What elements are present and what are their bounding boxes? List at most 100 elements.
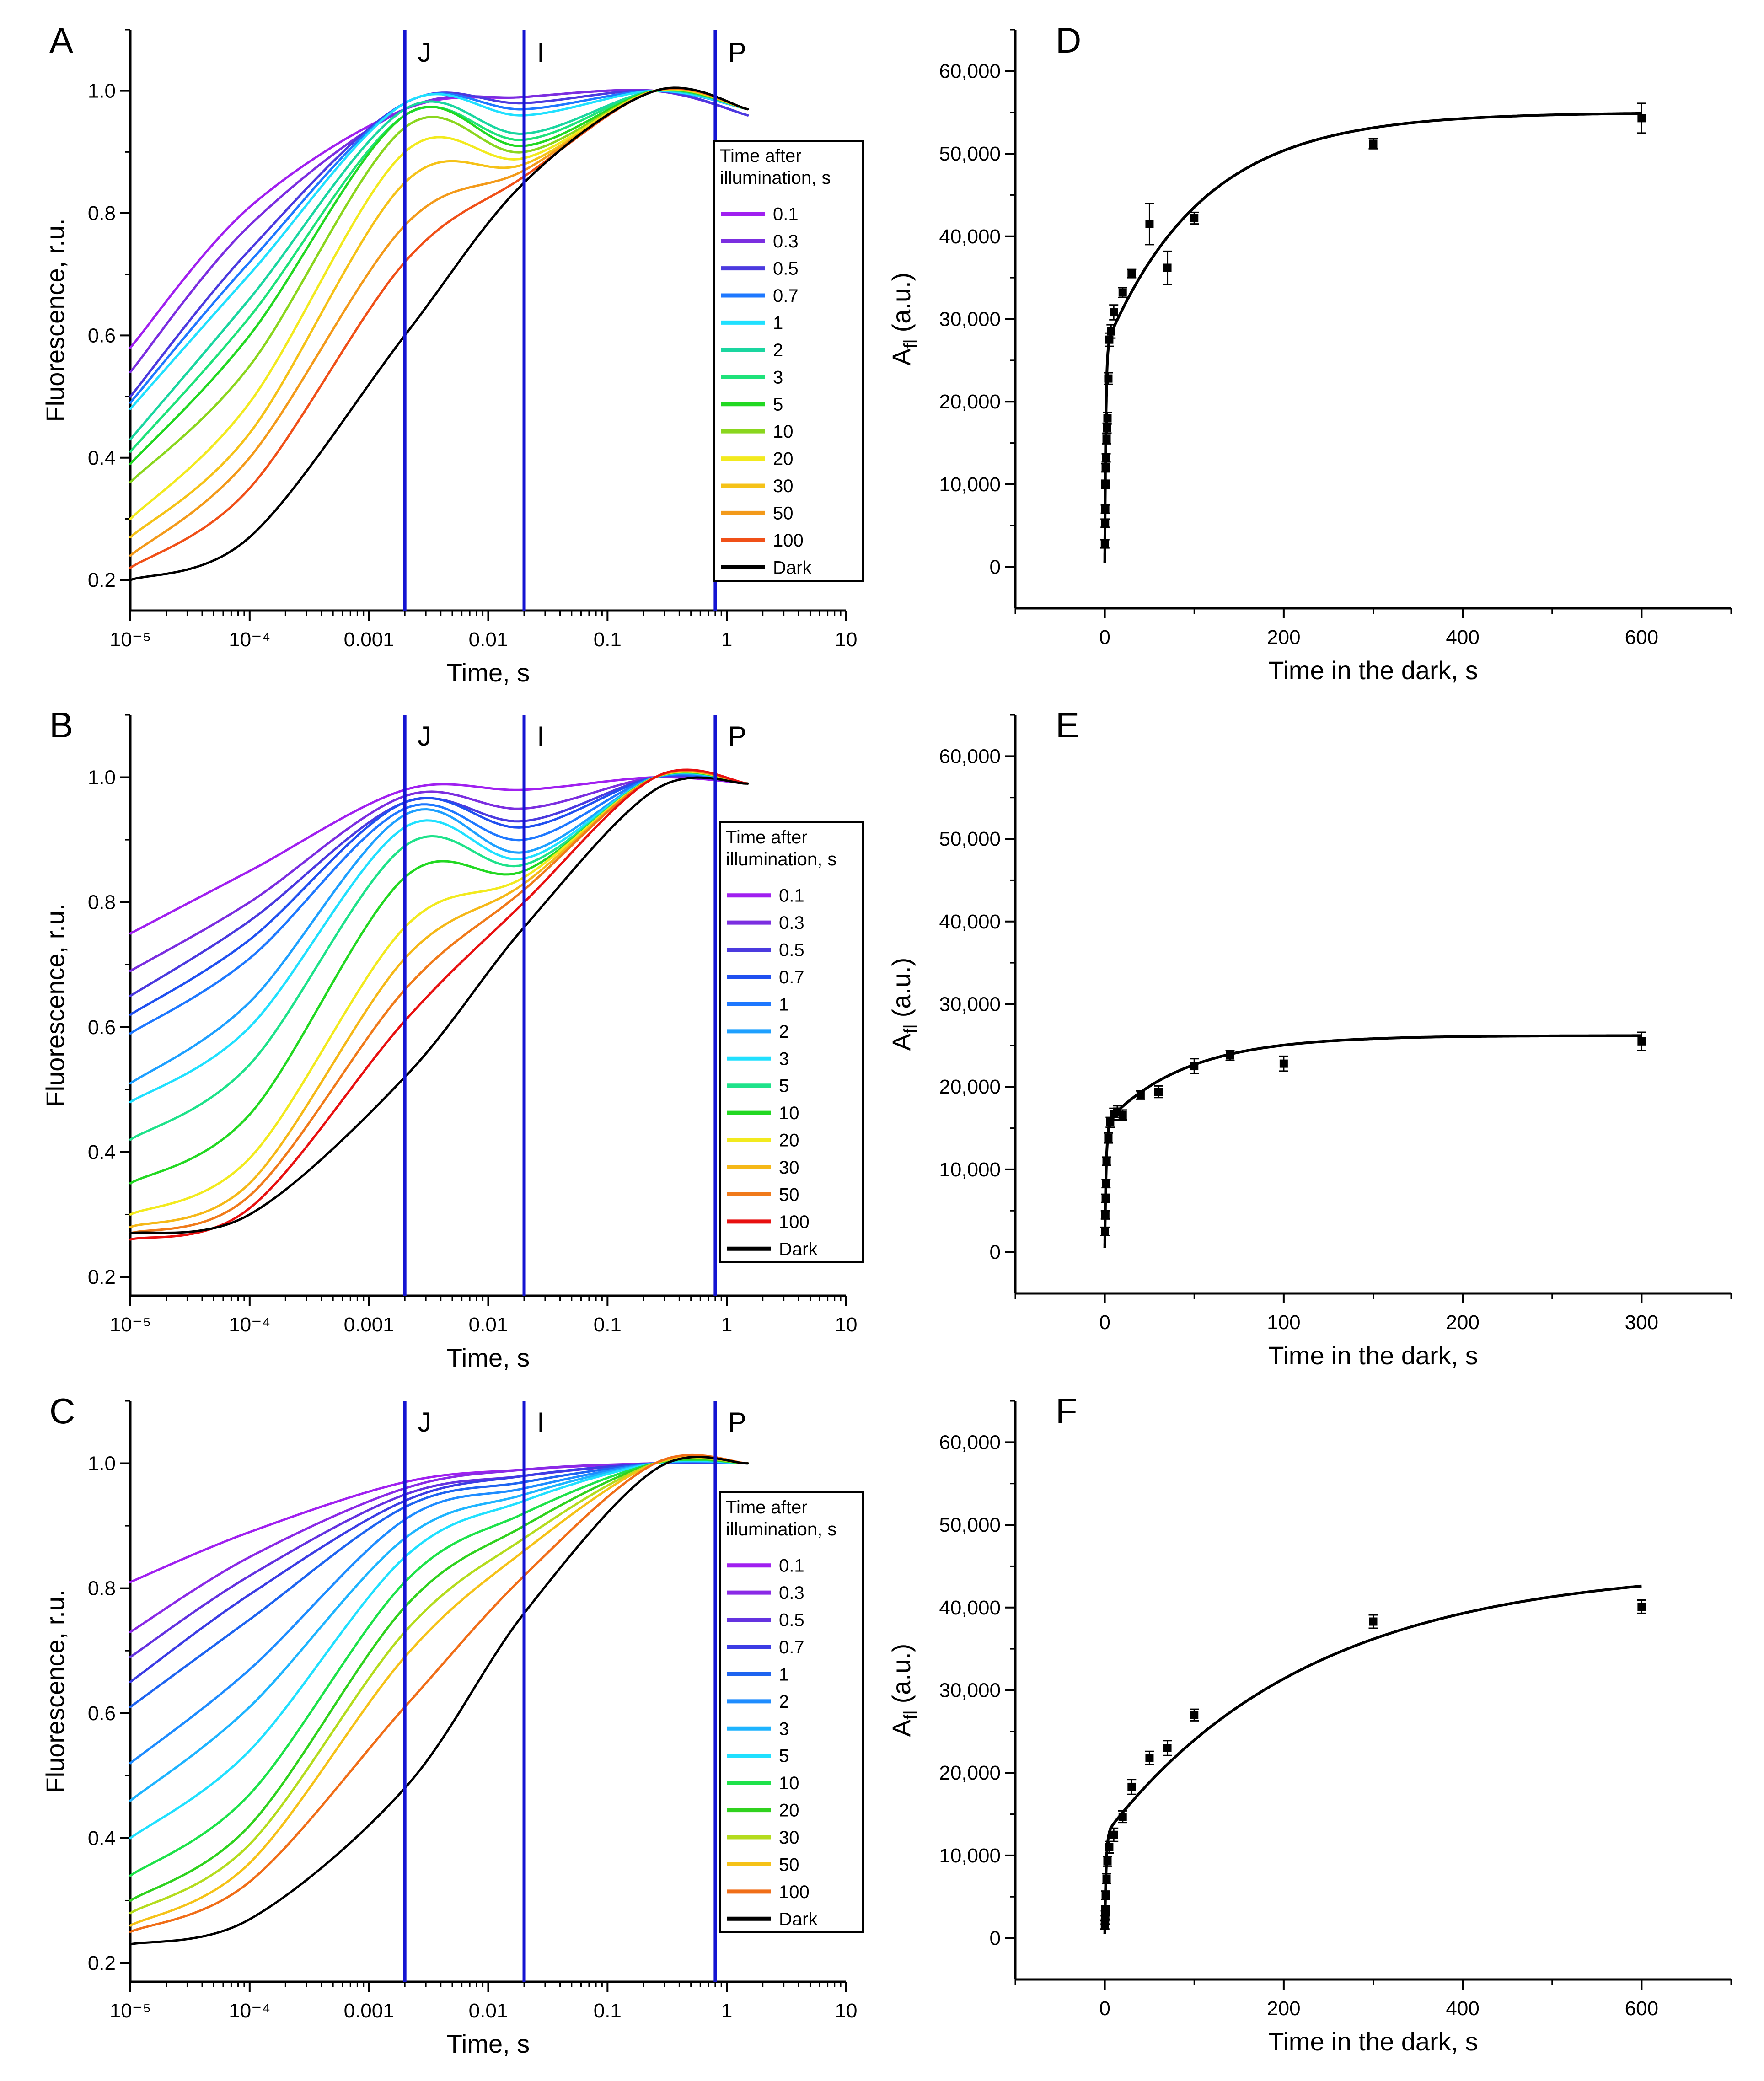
data-point: [1118, 1110, 1127, 1119]
x-axis-title: Time in the dark, s: [1268, 1341, 1478, 1370]
series-line-0.1: [129, 1462, 749, 1583]
y-tick-label: 30,000: [939, 308, 1001, 331]
x-tick-label: 1: [721, 1314, 732, 1336]
y-tick-label: 0.8: [88, 202, 116, 225]
phase-label-j: J: [418, 721, 431, 751]
x-tick-label: 10⁻⁴: [229, 2000, 270, 2022]
x-axis-title: Time, s: [447, 658, 530, 687]
legend-label-100: 100: [779, 1882, 810, 1902]
y-axis-title-unit: (a.u.): [887, 273, 916, 339]
legend-label-2: 2: [779, 1022, 789, 1042]
legend-label-0.5: 0.5: [779, 1610, 804, 1630]
y-axis-title: Afl (a.u.): [887, 958, 921, 1051]
x-tick-label: 100: [1267, 1311, 1300, 1334]
y-tick-label: 10,000: [939, 1845, 1001, 1867]
legend-label-0.1: 0.1: [779, 1556, 804, 1576]
legend-label-dark: Dark: [779, 1239, 818, 1259]
series-line-0.1: [129, 89, 749, 349]
legend-label-0.3: 0.3: [779, 1583, 804, 1603]
legend-title-line1: Time after: [726, 1497, 808, 1518]
data-point: [1369, 1617, 1378, 1626]
legend-label-100: 100: [773, 531, 804, 551]
series-line-0.1: [129, 776, 749, 935]
x-tick-label: 10⁻⁴: [229, 1314, 270, 1336]
legend-label-30: 30: [779, 1828, 799, 1848]
x-tick-label: 0.1: [594, 1314, 622, 1336]
series-line-30: [129, 770, 749, 1228]
y-tick-label: 10,000: [939, 473, 1001, 496]
legend-title-line2: illumination, s: [726, 1519, 836, 1539]
legend-label-3: 3: [779, 1719, 789, 1739]
y-tick-label: 1.0: [88, 767, 116, 789]
y-tick-label: 60,000: [939, 1431, 1001, 1453]
series-line-30: [129, 1456, 749, 1915]
data-point: [1102, 454, 1110, 462]
legend-label-50: 50: [779, 1185, 799, 1205]
y-axis-title: Afl (a.u.): [887, 273, 921, 366]
y-axis-title-subscript: fl: [901, 1711, 921, 1720]
y-axis-title-subscript: fl: [901, 339, 921, 349]
legend-label-dark: Dark: [779, 1909, 818, 1929]
x-tick-label: 10⁻⁵: [110, 2000, 151, 2022]
data-point: [1103, 424, 1111, 433]
data-point: [1190, 214, 1199, 223]
data-point: [1107, 327, 1115, 336]
legend-title-line1: Time after: [726, 827, 808, 847]
data-point: [1102, 434, 1111, 443]
data-point: [1102, 1874, 1111, 1883]
legend-title-line1: Time after: [720, 146, 802, 166]
data-point: [1104, 1134, 1113, 1142]
series-line-50: [129, 1455, 749, 1927]
x-tick-label: 10⁻⁵: [110, 628, 151, 651]
data-point: [1154, 1088, 1163, 1096]
data-point: [1190, 1711, 1199, 1719]
series-line-10: [129, 88, 749, 483]
data-point: [1101, 1194, 1110, 1203]
series-line-dark: [129, 86, 749, 581]
x-tick-label: 1: [721, 2000, 732, 2022]
y-tick-label: 10,000: [939, 1158, 1001, 1181]
panel-letter: D: [1056, 20, 1081, 60]
series-line-100: [129, 87, 749, 569]
data-point: [1136, 1091, 1145, 1099]
y-tick-label: 0: [990, 1241, 1001, 1264]
legend-label-10: 10: [779, 1773, 799, 1793]
y-axis-title: Fluorescence, r.u.: [41, 218, 70, 422]
y-tick-label: 0.4: [88, 1827, 116, 1850]
x-tick-label: 0.01: [469, 1314, 508, 1336]
legend-label-50: 50: [779, 1855, 799, 1875]
y-axis-title: Fluorescence, r.u.: [41, 903, 70, 1107]
y-tick-label: 40,000: [939, 225, 1001, 248]
legend-label-2: 2: [773, 340, 783, 360]
phase-label-p: P: [728, 721, 746, 751]
series-line-dark: [129, 776, 749, 1234]
y-axis-title-main: A: [887, 1719, 916, 1737]
series-line-100: [129, 1453, 749, 1933]
data-point: [1127, 269, 1136, 278]
data-point: [1103, 414, 1112, 423]
x-tick-label: 1: [721, 628, 732, 651]
legend-label-3: 3: [779, 1049, 789, 1069]
data-point: [1145, 1754, 1154, 1762]
legend-label-3: 3: [773, 367, 783, 387]
series-line-3: [129, 1460, 749, 1802]
legend-label-0.1: 0.1: [779, 886, 804, 906]
data-point: [1637, 114, 1646, 123]
y-tick-label: 0.4: [88, 1141, 116, 1164]
y-tick-label: 0: [990, 1927, 1001, 1950]
y-tick-label: 20,000: [939, 391, 1001, 413]
x-tick-label: 200: [1267, 626, 1300, 649]
series-line-30: [129, 87, 749, 539]
x-axis-title: Time in the dark, s: [1268, 656, 1478, 685]
y-axis-title-unit: (a.u.): [887, 1644, 916, 1711]
x-tick-label: 10: [835, 2000, 858, 2022]
phase-label-i: I: [537, 1407, 545, 1437]
series-line-20: [129, 770, 749, 1216]
data-point: [1279, 1059, 1288, 1068]
x-tick-label: 10⁻⁴: [229, 628, 270, 651]
x-tick-label: 600: [1625, 626, 1658, 649]
series-line-3: [129, 772, 749, 1104]
legend-label-0.3: 0.3: [773, 231, 799, 252]
phase-label-j: J: [418, 1407, 431, 1437]
panel-a-fluorescence-chart: 10⁻⁵ 10⁻⁴ 0.001 0.01 0.1 1 10 0.2 0.4 0.6 0.8 1.0 Ti…: [41, 20, 864, 687]
